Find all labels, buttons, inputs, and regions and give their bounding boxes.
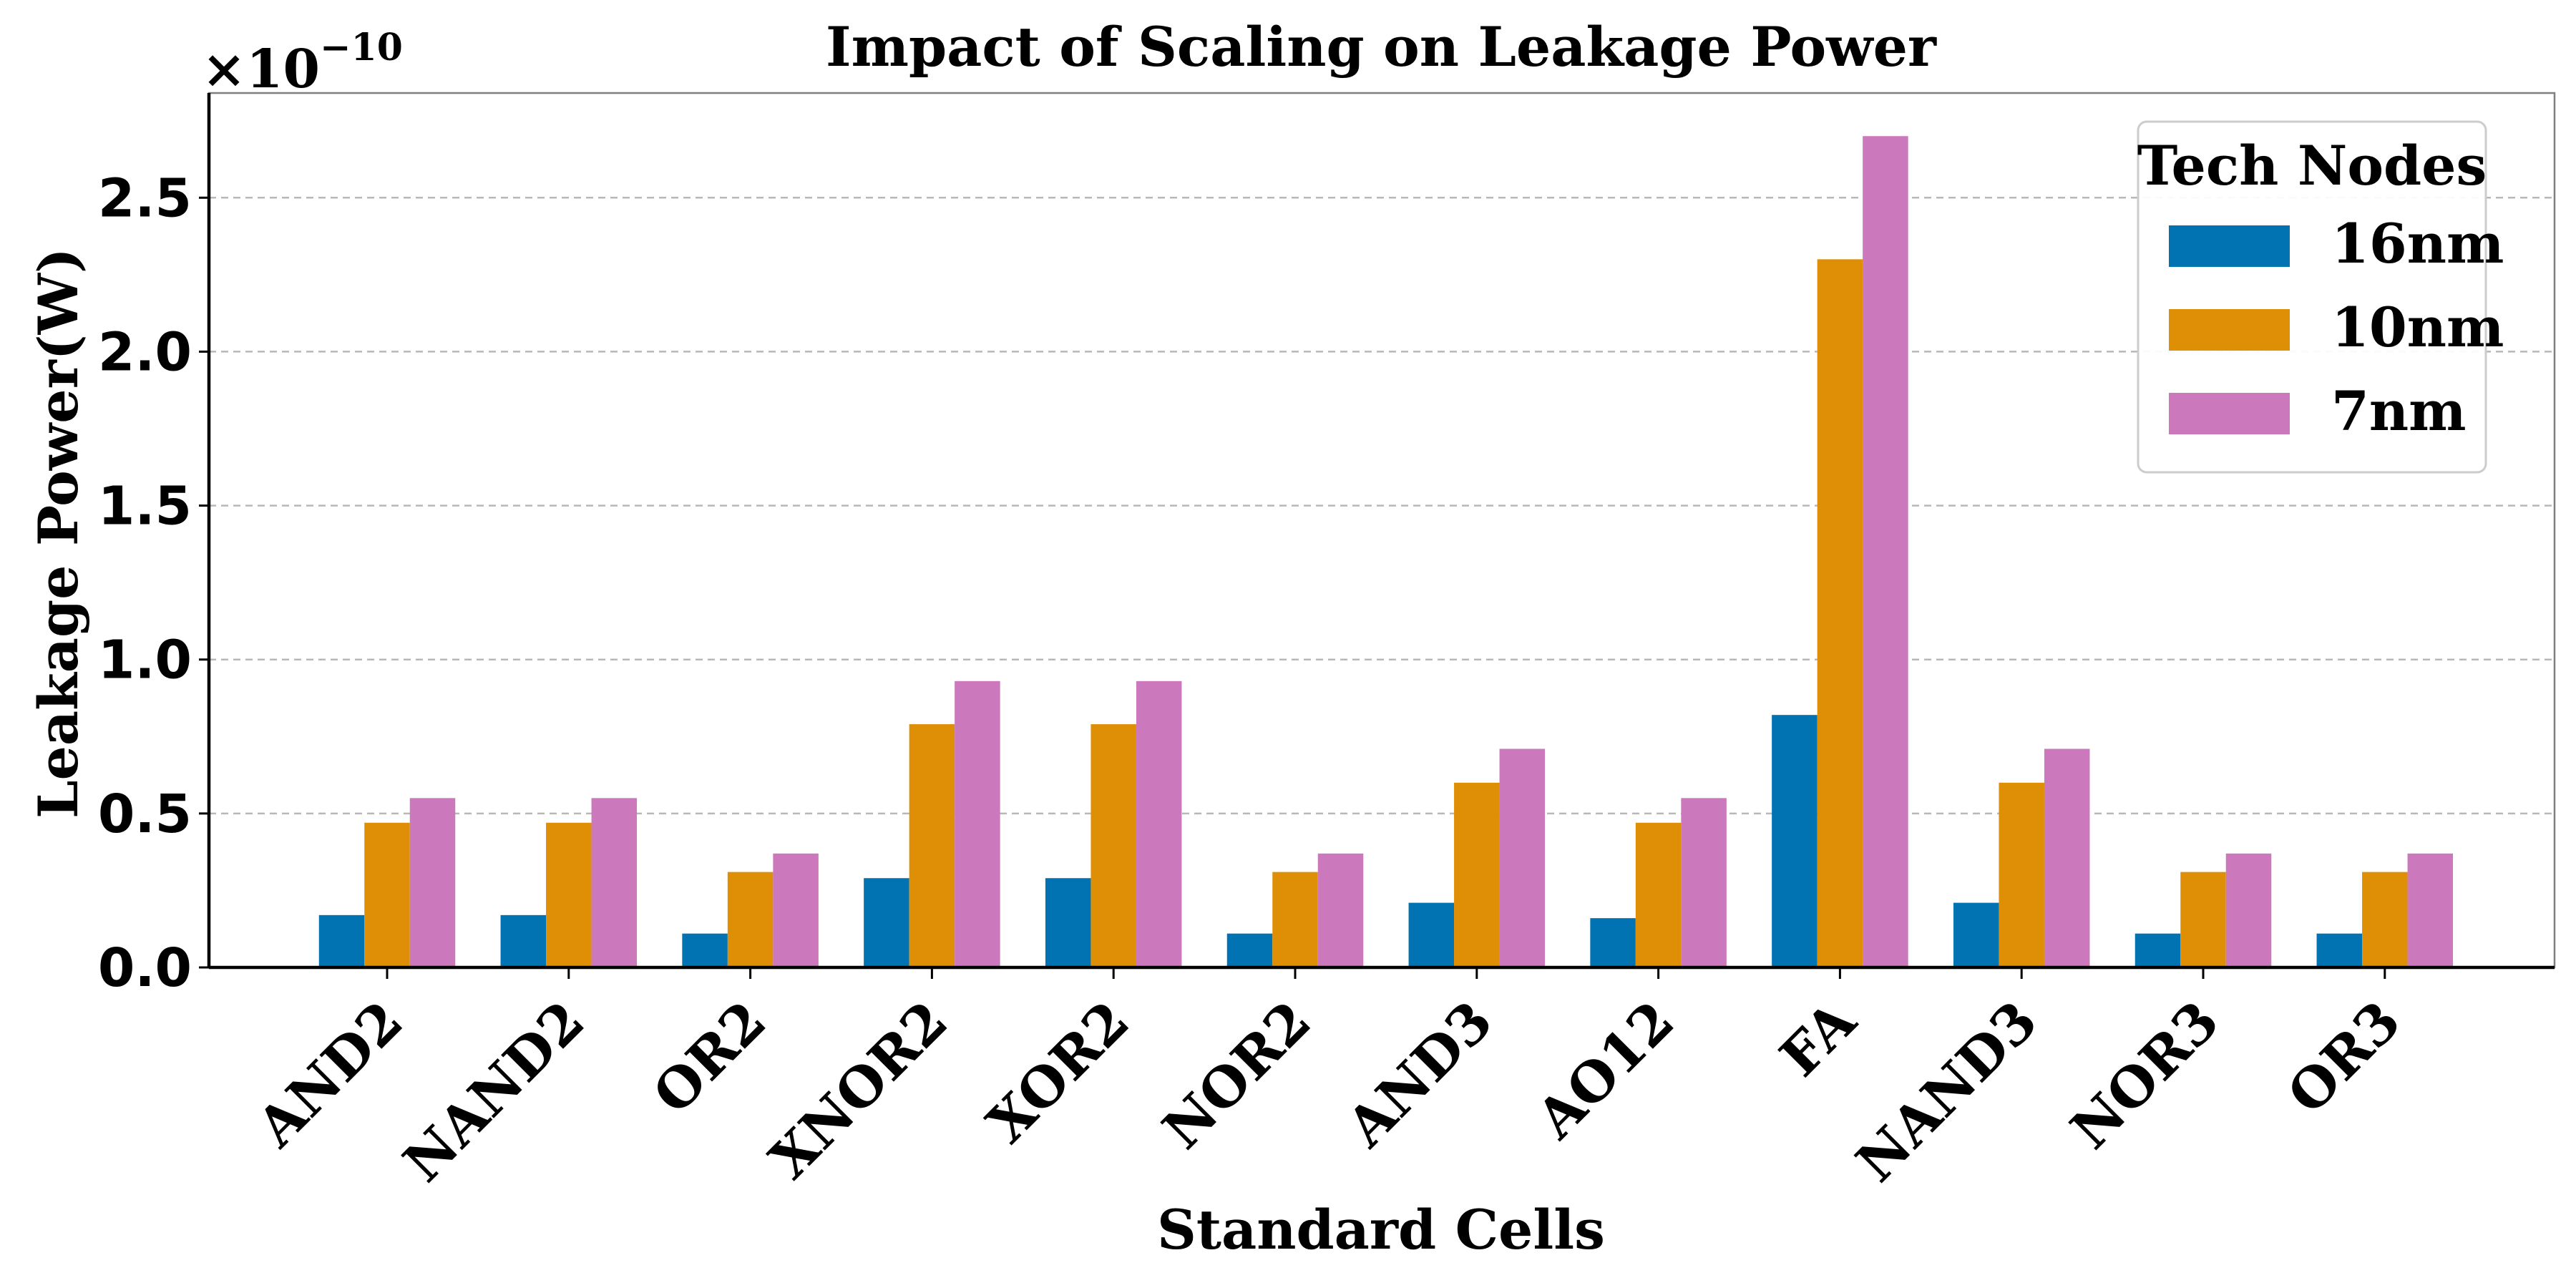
bar-nand3-7nm	[2044, 748, 2090, 967]
bar-xnor2-7nm	[955, 680, 1000, 967]
bar-xnor2-10nm	[909, 724, 955, 967]
legend-label-7nm: 7nm	[2331, 379, 2467, 443]
bar-and2-10nm	[364, 822, 410, 967]
bar-ao12-16nm	[1590, 918, 1636, 967]
bar-fa-7nm	[1863, 136, 1908, 967]
bar-fa-16nm	[1772, 715, 1818, 967]
bar-and3-7nm	[1499, 748, 1546, 967]
bar-or2-16nm	[682, 933, 728, 967]
bar-nor3-10nm	[2180, 872, 2226, 967]
bar-or2-10nm	[727, 872, 774, 967]
y-tick-label: 1.0	[98, 630, 192, 691]
legend-label-16nm: 16nm	[2331, 212, 2504, 275]
bar-fa-10nm	[1817, 259, 1863, 967]
bar-xor2-10nm	[1091, 724, 1136, 967]
y-tick-label: 0.5	[98, 784, 192, 845]
x-axis-label: Standard Cells	[1157, 1198, 1605, 1262]
bar-or3-7nm	[2407, 853, 2454, 967]
bar-and3-10nm	[1454, 782, 1500, 967]
bar-nand2-10nm	[546, 822, 592, 967]
y-tick-label: 0.0	[98, 937, 192, 999]
bar-ao12-7nm	[1681, 798, 1727, 967]
bar-xnor2-16nm	[864, 878, 909, 967]
y-scale-base: ×10	[202, 39, 320, 100]
legend-box	[2137, 120, 2487, 474]
y-tick-layer: 0.0 0.5 1.0 1.5 2.0 2.5	[98, 167, 209, 999]
legend-label-10nm: 10nm	[2331, 296, 2504, 359]
legend: Tech Nodes 16nm 10nm 7nm	[2137, 120, 2504, 474]
legend-swatch-16nm	[2169, 225, 2290, 267]
bar-or3-16nm	[2316, 933, 2363, 967]
y-axis-label: Leakage Power(W)	[26, 248, 90, 819]
bar-nand3-16nm	[1953, 902, 1999, 967]
bar-and2-7nm	[409, 798, 456, 967]
bar-nor2-10nm	[1272, 872, 1318, 967]
bar-and2-16nm	[318, 914, 365, 967]
y-tick-label: 2.5	[98, 167, 192, 229]
legend-swatch-7nm	[2169, 393, 2290, 434]
bar-nor3-16nm	[2135, 933, 2181, 967]
chart-title: Impact of Scaling on Leakage Power	[826, 15, 1937, 79]
legend-swatch-10nm	[2169, 309, 2290, 351]
bar-nand2-16nm	[500, 914, 547, 967]
bar-or2-7nm	[773, 853, 819, 967]
bar-ao12-10nm	[1635, 822, 1682, 967]
legend-title: Tech Nodes	[2137, 134, 2487, 197]
y-tick-label: 2.0	[98, 321, 192, 383]
bar-nor2-7nm	[1317, 853, 1364, 967]
bar-and3-16nm	[1408, 902, 1455, 967]
bar-xor2-7nm	[1136, 680, 1182, 967]
bar-nand3-10nm	[1999, 782, 2044, 967]
bar-nor3-7nm	[2225, 853, 2272, 967]
bars-layer	[318, 136, 2454, 967]
bar-or3-10nm	[2362, 872, 2408, 967]
y-scale-multiplier: ×10−10	[202, 26, 403, 100]
y-tick-label: 1.5	[98, 476, 192, 537]
legend-items: 16nm 10nm 7nm	[2169, 212, 2504, 443]
bar-xor2-16nm	[1045, 878, 1091, 967]
bar-nor2-16nm	[1226, 933, 1273, 967]
y-scale-exponent: −10	[320, 26, 403, 69]
bar-nand2-7nm	[591, 798, 638, 967]
